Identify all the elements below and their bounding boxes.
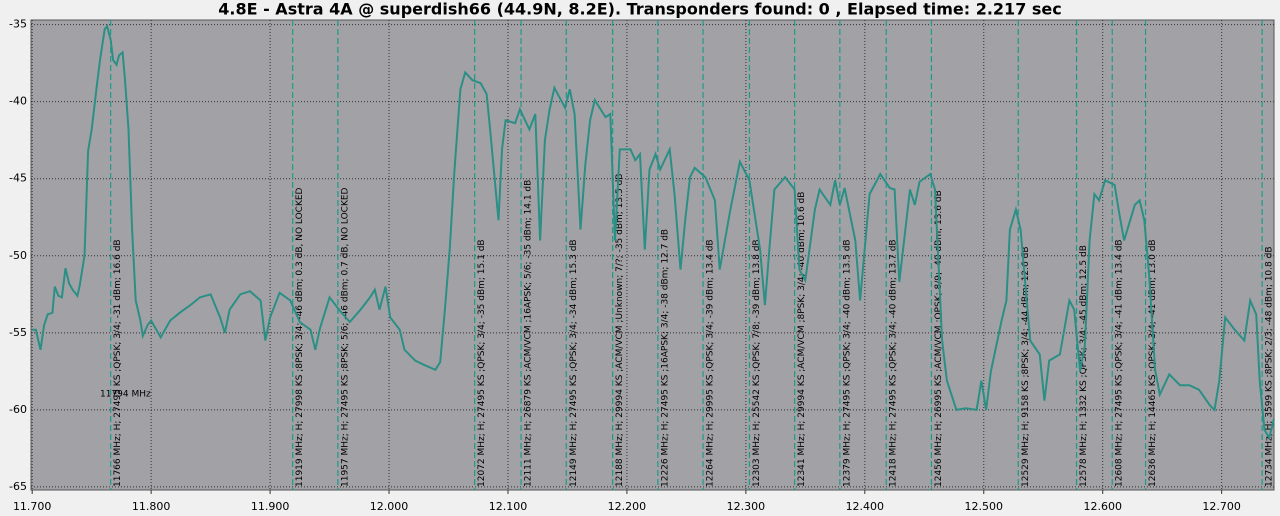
- transponder-label: 12578 MHz; H; 1332 KS ;QPSK; 3/4; -45 dB…: [1079, 245, 1089, 487]
- transponder-label: 12418 MHz; H; 27495 KS ;QPSK; 3/4; -40 d…: [889, 239, 899, 487]
- transponder-label: 11766 MHz; H; 27495 KS ;QPSK; 3/4; -31 d…: [113, 239, 123, 487]
- cursor-label: 11794 MHz: [100, 390, 151, 400]
- transponder-label: 12264 MHz; H; 29995 KS ;QPSK; 3/4; -39 d…: [706, 239, 716, 487]
- y-tick-label: -60: [9, 403, 27, 416]
- chart-title: 4.8E - Astra 4A @ superdish66 (44.9N, 8.…: [218, 0, 1062, 19]
- y-tick-label: -45: [9, 172, 27, 185]
- transponder-label: 12456 MHz; H; 26995 KS ;ACM/VCM ;QPSK; 8…: [934, 190, 944, 487]
- transponder-label: 12303 MHz; H; 25542 KS ;QPSK; 7/8; -39 d…: [752, 239, 762, 487]
- x-tick-label: 12.600: [1083, 500, 1122, 513]
- x-tick-label: 11.800: [132, 500, 171, 513]
- x-tick-label: 11.900: [251, 500, 290, 513]
- x-tick-label: 12.500: [965, 500, 1004, 513]
- transponder-label: 12149 MHz; H; 27495 KS ;QPSK; 3/4; -34 d…: [569, 239, 579, 487]
- x-tick-label: 12.300: [727, 500, 766, 513]
- y-tick-label: -65: [9, 480, 27, 493]
- transponder-label: 12734 MHz; H; 3599 KS ;8PSK; 2/3; -48 dB…: [1265, 246, 1275, 487]
- transponder-label: 11957 MHz; H; 27495 KS ;8PSK; 5/6; -46 d…: [340, 187, 350, 487]
- x-tick-label: 12.400: [846, 500, 885, 513]
- transponder-label: 12188 MHz; H; 29994 KS ;ACM/VCM ;Unknown…: [615, 174, 625, 487]
- transponder-label: 12111 MHz; H; 26879 KS ;ACM/VCM ;16APSK;…: [524, 180, 534, 487]
- transponder-label: 11919 MHz; H; 27998 KS ;8PSK; 3/4; -46 d…: [295, 187, 305, 487]
- y-tick-label: -55: [9, 326, 27, 339]
- x-tick-label: 12.000: [370, 500, 409, 513]
- transponder-label: 12226 MHz; H; 27495 KS ;16APSK; 3/4; -38…: [660, 229, 670, 487]
- plot-area: [30, 19, 1275, 491]
- x-tick-label: 11.700: [13, 500, 52, 513]
- transponder-label: 12379 MHz; H; 27495 KS ;QPSK; 3/4; -40 d…: [842, 239, 852, 487]
- x-tick-label: 12.700: [1202, 500, 1241, 513]
- y-tick-label: -35: [9, 18, 27, 31]
- transponder-label: 12529 MHz; H; 9158 KS ;8PSK; 3/4; -44 dB…: [1021, 246, 1031, 487]
- x-tick-label: 12.200: [608, 500, 647, 513]
- transponder-label: 12072 MHz; H; 27495 KS ;QPSK; 3/4; -35 d…: [477, 239, 487, 487]
- x-tick-label: 12.100: [489, 500, 528, 513]
- y-tick-label: -40: [9, 95, 27, 108]
- transponder-label: 12341 MHz; H; 29994 KS ;ACM/VCM ;8PSK; 3…: [797, 192, 807, 487]
- y-tick-label: -50: [9, 249, 27, 262]
- transponder-label: 12608 MHz; H; 27495 KS ;QPSK; 3/4; -41 d…: [1115, 239, 1125, 487]
- spectrum-line: [32, 24, 1275, 441]
- transponder-label: 12636 MHz; H; 14465 KS ;QPSK; 3/4; -41 d…: [1148, 239, 1158, 487]
